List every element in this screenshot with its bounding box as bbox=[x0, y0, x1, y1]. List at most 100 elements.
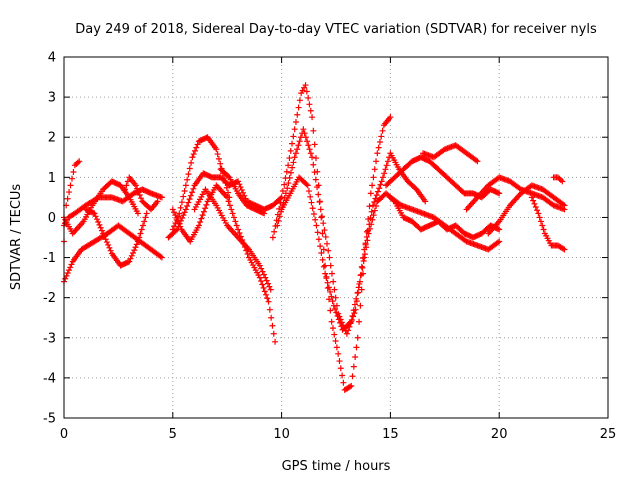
series-satellite-track-13 bbox=[274, 126, 429, 337]
data-point bbox=[336, 358, 343, 365]
data-point bbox=[329, 325, 336, 332]
data-point bbox=[324, 279, 331, 286]
data-point bbox=[370, 174, 377, 181]
data-point bbox=[287, 169, 294, 176]
data-point bbox=[305, 94, 312, 101]
data-point bbox=[304, 138, 311, 145]
data-point bbox=[309, 154, 316, 161]
data-point bbox=[65, 267, 72, 274]
data-point bbox=[171, 209, 178, 216]
data-point bbox=[225, 198, 232, 205]
data-point bbox=[346, 383, 353, 390]
data-point bbox=[360, 255, 367, 262]
data-point bbox=[327, 307, 334, 314]
data-point bbox=[264, 295, 271, 302]
data-point bbox=[560, 245, 567, 252]
data-point bbox=[292, 118, 299, 125]
data-point bbox=[176, 220, 183, 227]
y-tick-label: 0 bbox=[48, 211, 56, 226]
data-point bbox=[127, 255, 134, 262]
data-point bbox=[532, 204, 539, 211]
data-point bbox=[335, 350, 342, 357]
data-point bbox=[308, 199, 315, 206]
data-point bbox=[315, 236, 322, 243]
x-tick-label: 10 bbox=[273, 427, 290, 442]
data-point bbox=[304, 182, 311, 189]
data-point bbox=[358, 263, 365, 270]
data-point bbox=[185, 171, 192, 178]
data-point bbox=[107, 247, 114, 254]
data-point bbox=[319, 230, 326, 237]
data-point bbox=[290, 133, 297, 140]
data-point bbox=[369, 182, 376, 189]
x-axis-label: GPS time / hours bbox=[282, 459, 391, 474]
data-point bbox=[560, 201, 567, 208]
data-point bbox=[62, 275, 69, 282]
data-point bbox=[305, 188, 312, 195]
data-point bbox=[222, 179, 229, 186]
data-point bbox=[268, 314, 275, 321]
series-satellite-track-18 bbox=[463, 174, 568, 213]
data-point bbox=[309, 114, 316, 121]
data-point bbox=[352, 354, 359, 361]
data-point bbox=[92, 213, 99, 220]
data-point bbox=[328, 318, 335, 325]
data-point bbox=[171, 223, 178, 230]
data-point bbox=[188, 159, 195, 166]
data-point bbox=[359, 264, 366, 271]
data-point bbox=[199, 212, 206, 219]
plot-frame bbox=[63, 56, 609, 419]
data-point bbox=[291, 154, 298, 161]
data-point bbox=[311, 141, 318, 148]
series-satellite-track-19 bbox=[485, 182, 568, 237]
data-point bbox=[370, 212, 377, 219]
data-point bbox=[138, 226, 145, 233]
data-point bbox=[189, 189, 196, 196]
data-point bbox=[96, 221, 103, 228]
data-point bbox=[306, 101, 313, 108]
data-point bbox=[422, 198, 429, 205]
series-satellite-track-5 bbox=[82, 206, 150, 269]
data-point bbox=[100, 230, 107, 237]
data-point bbox=[317, 206, 324, 213]
data-point bbox=[333, 344, 340, 351]
data-point bbox=[302, 134, 309, 141]
data-point bbox=[360, 257, 367, 264]
data-point bbox=[327, 288, 334, 295]
data-point bbox=[281, 181, 288, 188]
data-point bbox=[185, 199, 192, 206]
data-point bbox=[332, 337, 339, 344]
data-point bbox=[334, 313, 341, 320]
data-point bbox=[235, 226, 242, 233]
data-point bbox=[328, 293, 335, 300]
data-point bbox=[354, 334, 361, 341]
data-point bbox=[172, 212, 179, 219]
data-point bbox=[98, 227, 105, 234]
data-point bbox=[67, 182, 74, 189]
data-point bbox=[198, 215, 205, 222]
data-point bbox=[182, 182, 189, 189]
data-point bbox=[158, 254, 165, 261]
data-point bbox=[202, 205, 209, 212]
data-point bbox=[364, 237, 371, 244]
x-tick-label: 15 bbox=[382, 427, 399, 442]
data-point bbox=[132, 244, 139, 251]
data-point bbox=[330, 278, 337, 285]
data-point bbox=[325, 284, 332, 291]
data-point bbox=[330, 302, 337, 309]
data-point bbox=[294, 111, 301, 118]
data-point bbox=[139, 222, 146, 229]
data-point bbox=[130, 249, 137, 256]
data-point bbox=[269, 234, 276, 241]
data-point bbox=[169, 206, 176, 213]
data-point bbox=[266, 283, 273, 290]
data-point bbox=[381, 170, 388, 177]
data-point bbox=[368, 208, 375, 215]
data-point bbox=[236, 229, 243, 236]
data-point bbox=[126, 258, 133, 265]
data-point bbox=[294, 146, 301, 153]
data-point bbox=[382, 166, 389, 173]
data-point bbox=[225, 173, 232, 180]
data-point bbox=[213, 146, 220, 153]
data-point bbox=[66, 189, 73, 196]
